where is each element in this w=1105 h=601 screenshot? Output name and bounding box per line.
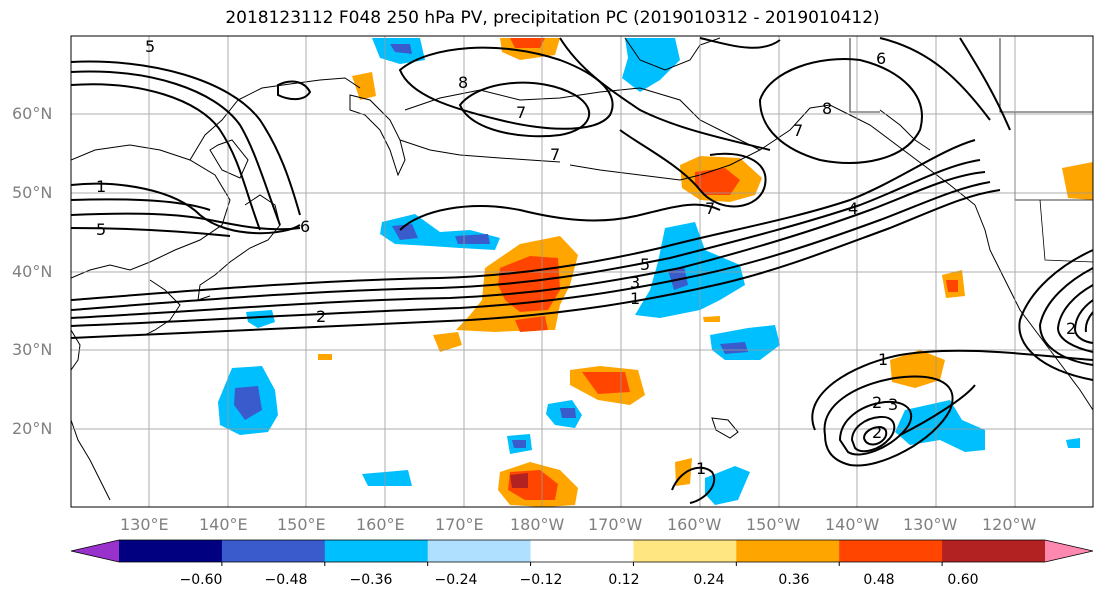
colorbar-tick-label: 0.12 — [608, 572, 640, 588]
graticule — [71, 36, 1093, 507]
colorbar-tick-label: −0.12 — [519, 572, 563, 588]
pv-label-8b: 8 — [822, 99, 832, 118]
pv-label-5a: 5 — [145, 37, 155, 56]
pv-label-3b: 3 — [888, 395, 898, 414]
pv-label-1a: 1 — [96, 177, 106, 196]
pv-contours — [71, 37, 1093, 504]
colorbar-segment — [427, 540, 532, 562]
pv-label-1b: 1 — [630, 289, 640, 308]
pv-label-5c: 5 — [640, 255, 650, 274]
lon-label-160e: 160°E — [356, 515, 405, 534]
colorbar-tick-label: 0.48 — [863, 572, 895, 588]
lon-label-140e: 140°E — [199, 515, 248, 534]
pv-contour-labels: 5 8 7 7 7 8 6 1 5 6 4 7 5 3 1 2 1 2 3 2 … — [96, 37, 1076, 478]
colorbar-tick-label: −0.48 — [264, 572, 308, 588]
colorbar-segment — [221, 540, 326, 562]
colorbar-segment — [119, 540, 223, 562]
pv-label-2d: 2 — [1066, 319, 1076, 338]
lon-label-170w: 170°W — [588, 515, 643, 534]
colorbar-tick-label: −0.36 — [349, 572, 393, 588]
coastlines — [71, 37, 1093, 501]
lon-label-130e: 130°E — [120, 515, 169, 534]
lon-label-120w: 120°W — [982, 515, 1037, 534]
pv-label-6b: 6 — [300, 217, 310, 236]
colorbar-segment — [736, 540, 840, 562]
lon-label-160w: 160°W — [667, 515, 722, 534]
pv-label-7b: 7 — [550, 145, 560, 164]
pv-label-7a: 7 — [516, 103, 526, 122]
colorbar-tick-label: −0.60 — [179, 572, 223, 588]
colorbar-extend-max — [1045, 540, 1093, 562]
map-frame — [70, 35, 1094, 508]
plot-title: 2018123112 F048 250 hPa PV, precipitatio… — [225, 8, 880, 28]
colorbar-tick-label: 0.24 — [693, 572, 725, 588]
pv-label-8a: 8 — [458, 73, 468, 92]
pv-label-7d: 7 — [705, 199, 715, 218]
pv-label-6a: 6 — [876, 49, 886, 68]
colorbar-segment — [839, 540, 943, 562]
lat-label-50n: 50°N — [12, 183, 53, 202]
colorbar-outline — [70, 539, 1094, 563]
pv-label-7c: 7 — [793, 121, 803, 140]
lon-label-140w: 140°W — [825, 515, 880, 534]
pv-label-2a: 2 — [316, 307, 326, 326]
colorbar-tick-label: −0.24 — [434, 572, 478, 588]
lat-label-30n: 30°N — [12, 340, 53, 359]
colorbar — [70, 539, 1094, 566]
lon-label-150e: 150°E — [277, 515, 326, 534]
colorbar-segment — [530, 540, 634, 562]
pv-label-1c: 1 — [878, 350, 888, 369]
pv-label-4: 4 — [848, 199, 858, 218]
lon-label-150w: 150°W — [746, 515, 801, 534]
colorbar-tick-label: 0.36 — [778, 572, 810, 588]
pv-label-5b: 5 — [96, 220, 106, 239]
lat-label-40n: 40°N — [12, 262, 53, 281]
lon-label-130w: 130°W — [903, 515, 958, 534]
colorbar-segment — [324, 540, 429, 562]
lon-label-180w: 180°W — [510, 515, 565, 534]
lat-label-20n: 20°N — [12, 419, 53, 438]
colorbar-segment — [942, 540, 1046, 562]
pv-label-2b: 2 — [872, 393, 882, 412]
lon-label-170e: 170°E — [435, 515, 484, 534]
lat-label-60n: 60°N — [12, 104, 53, 123]
colorbar-tick-label: 0.60 — [947, 572, 979, 588]
pv-label-3a: 3 — [630, 273, 640, 292]
colorbar-extend-min — [71, 540, 119, 562]
pv-label-2c: 2 — [872, 423, 882, 442]
colorbar-segment — [633, 540, 737, 562]
pv-label-1d: 1 — [696, 459, 706, 478]
